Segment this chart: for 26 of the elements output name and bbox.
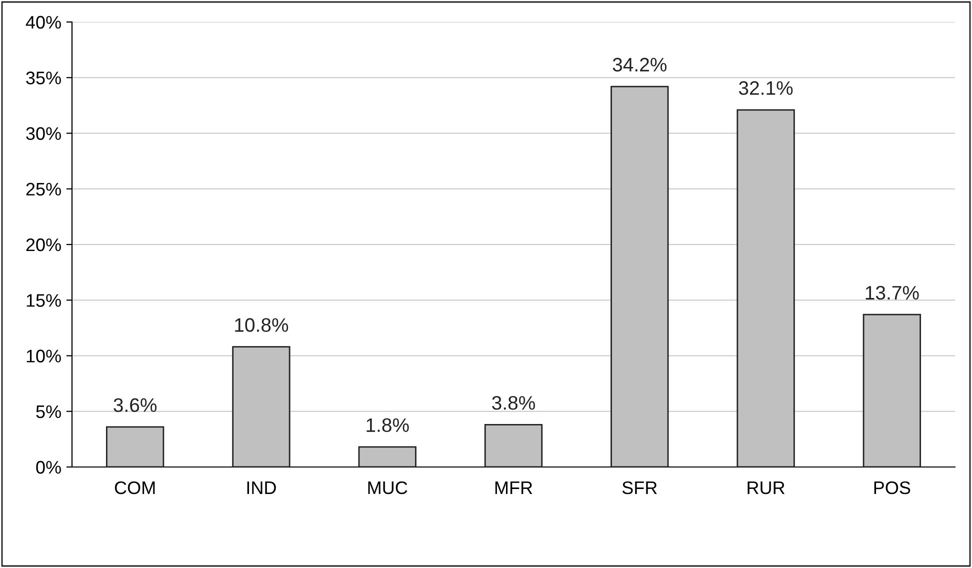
y-tick-label: 30%: [26, 127, 61, 140]
x-tick-label: MUC: [368, 481, 408, 494]
y-tick-label: 40%: [26, 16, 61, 29]
data-label: 3.8%: [492, 396, 535, 410]
x-tick-label: COM: [114, 481, 155, 494]
data-label: 3.6%: [114, 398, 157, 412]
y-tick-label: 25%: [26, 182, 61, 196]
y-tick-label: 0%: [36, 460, 61, 474]
y-tick-label: 20%: [26, 238, 61, 252]
bar: [106, 426, 164, 467]
bar: [484, 424, 543, 467]
x-tick-label: MFR: [495, 482, 532, 494]
data-label: 1.8%: [366, 418, 409, 432]
y-tick-label: 35%: [26, 72, 61, 84]
bar: [358, 446, 416, 467]
data-label: 10.8%: [235, 318, 288, 332]
data-label: 32.1%: [738, 81, 793, 95]
x-tick-label: IND: [247, 482, 276, 494]
y-tick-label: 15%: [26, 294, 61, 307]
x-tick-label: RUR: [748, 482, 785, 494]
y-tick-label: 10%: [26, 350, 61, 362]
x-tick-label: SFR: [622, 481, 657, 494]
data-label: 34.2%: [612, 58, 667, 72]
data-label: 13.7%: [866, 286, 919, 300]
y-tick-label: 5%: [36, 405, 61, 418]
x-tick-label: POS: [874, 481, 910, 494]
